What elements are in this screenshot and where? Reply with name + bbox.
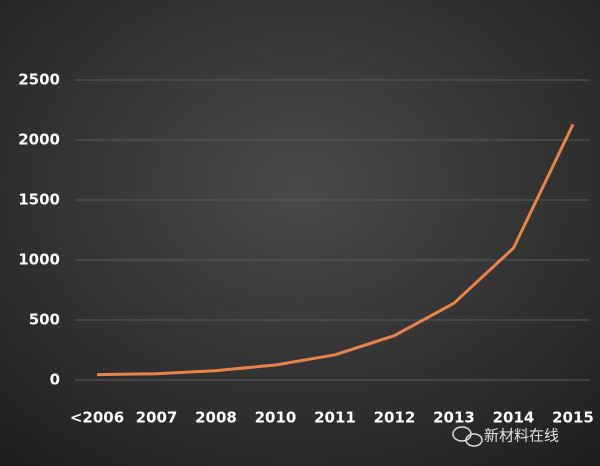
x-tick-label: 2007 xyxy=(136,409,178,427)
y-tick-label: 1500 xyxy=(18,191,60,209)
x-tick-label: <2006 xyxy=(70,409,124,427)
watermark-icon xyxy=(452,426,483,447)
data-line xyxy=(96,123,575,377)
x-tick-label: 2014 xyxy=(493,409,535,427)
y-tick-label: 2500 xyxy=(18,71,60,89)
x-tick-label: 2013 xyxy=(433,409,475,427)
y-tick-label: 0 xyxy=(50,371,60,389)
x-tick-label: 2010 xyxy=(255,409,297,427)
x-tick-label: 2008 xyxy=(195,409,237,427)
y-tick-label: 500 xyxy=(29,311,60,329)
watermark: 新材料在线 xyxy=(484,427,559,445)
y-tick-label: 2000 xyxy=(18,131,60,149)
x-tick-label: 2012 xyxy=(374,409,416,427)
x-tick-label: 2011 xyxy=(314,409,356,427)
x-tick-label: 2015 xyxy=(552,409,594,427)
y-tick-label: 1000 xyxy=(18,251,60,269)
